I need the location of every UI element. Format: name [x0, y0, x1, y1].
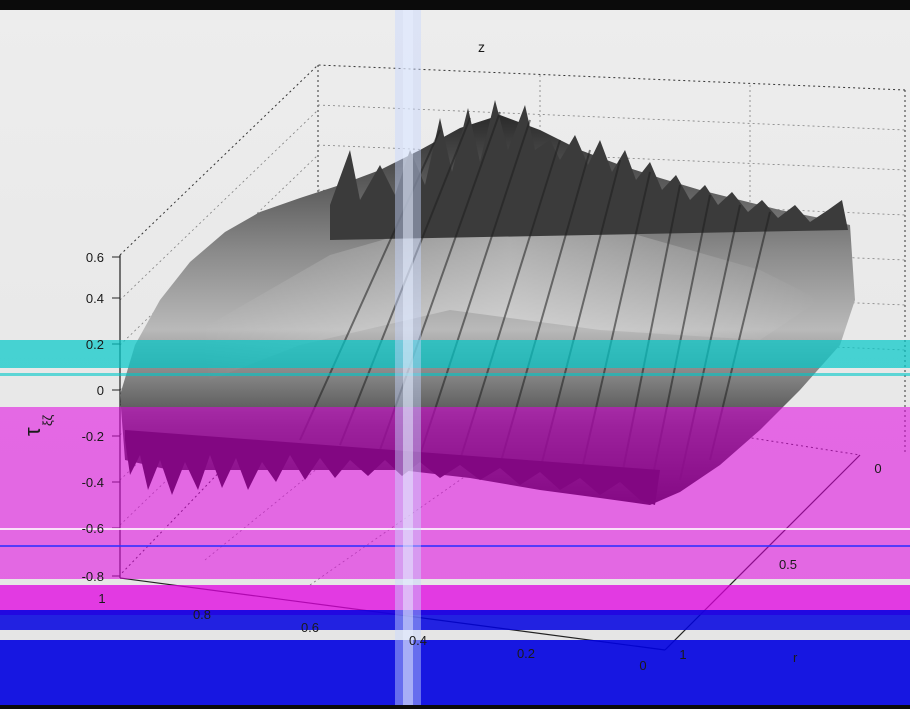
x-tick-label: 0.8 [193, 607, 211, 622]
z-axis-label-sub: ξζ [40, 415, 55, 426]
x-tick-label: 0.4 [409, 633, 427, 648]
z-axis-label: τ ξζ [20, 415, 55, 436]
z-tick-label: -0.4 [82, 475, 104, 490]
x-tick-label: 0 [639, 658, 646, 673]
y-tick-label: 0.5 [779, 557, 797, 572]
y-axis-label: r [793, 650, 798, 665]
z-tick-label: 0.6 [86, 250, 104, 265]
x-tick-label: 0.2 [517, 646, 535, 661]
z-axis-label-main: τ [20, 427, 45, 436]
x-tick-label: 0.6 [301, 620, 319, 635]
z-tick-label: -0.8 [82, 569, 104, 584]
z-tick-label: 0.2 [86, 337, 104, 352]
z-tick-label: -0.6 [82, 521, 104, 536]
z-tick-label: 0 [97, 383, 104, 398]
z-tick-label: 0.4 [86, 291, 104, 306]
chart-title: z [478, 39, 485, 55]
x-tick-labels: 1 0.8 0.6 0.4 0.2 0 [98, 591, 646, 673]
z-tick-labels: 0.6 0.4 0.2 0 -0.2 -0.4 -0.6 -0.8 [82, 250, 104, 584]
y-tick-label: 1 [679, 647, 686, 662]
y-tick-labels: 1 0.5 0 [679, 461, 881, 662]
surface-top-spikes [330, 100, 848, 240]
z-tick-label: -0.2 [82, 429, 104, 444]
x-tick-label: 1 [98, 591, 105, 606]
y-tick-label: 0 [874, 461, 881, 476]
